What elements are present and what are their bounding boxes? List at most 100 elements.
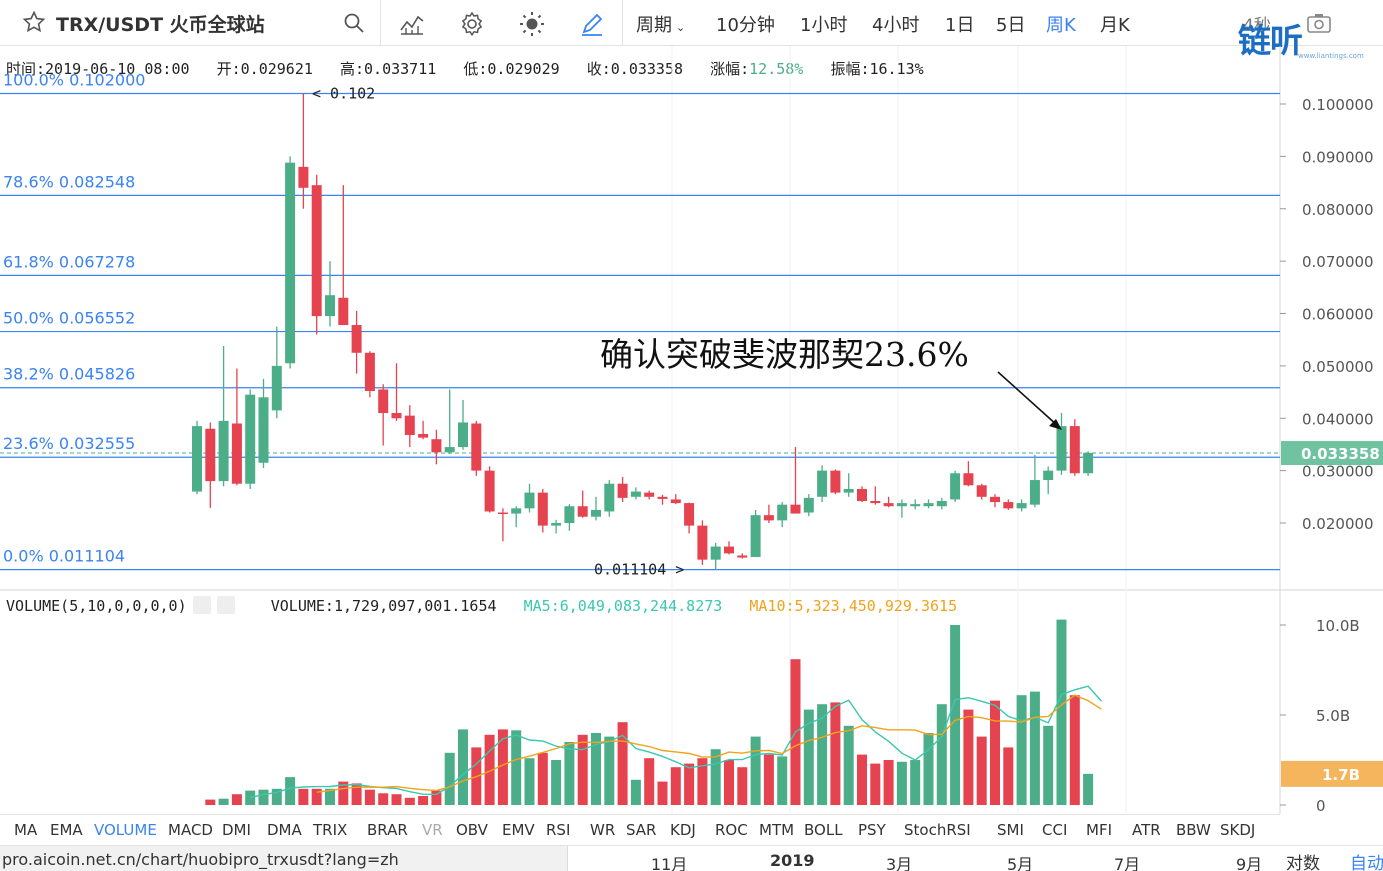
x-axis-label: 3月 xyxy=(886,855,913,871)
fib-level-label: 100.0% 0.102000 xyxy=(3,71,145,90)
candle-body xyxy=(1016,503,1027,509)
indicator-tab-mfi[interactable]: MFI xyxy=(1086,821,1112,839)
settings-icon[interactable] xyxy=(192,596,211,614)
volume-bar xyxy=(1029,691,1040,805)
indicator-tab-psy[interactable]: PSY xyxy=(858,821,886,839)
price-tick-label: 0.040000 xyxy=(1302,410,1374,428)
candle-body xyxy=(444,447,455,453)
volume-ma-lines xyxy=(250,685,1102,799)
indicator-tab-dmi[interactable]: DMI xyxy=(222,821,251,839)
indicator-tab-bbw[interactable]: BBW xyxy=(1176,821,1211,839)
price-tick-label: 0.090000 xyxy=(1302,148,1374,166)
info-close: 0.033358 xyxy=(610,60,684,78)
candle-body xyxy=(710,546,721,560)
indicator-tab-stochrsi[interactable]: StochRSI xyxy=(904,821,971,839)
info-open: 0.029621 xyxy=(240,60,313,78)
volume-bar xyxy=(777,756,788,805)
indicator-tab-atr[interactable]: ATR xyxy=(1132,821,1161,839)
period-weekly[interactable]: 周K xyxy=(1046,15,1076,36)
candle-body xyxy=(1069,426,1080,474)
volume-bar xyxy=(1069,695,1080,805)
search-icon[interactable] xyxy=(342,11,366,35)
indicator-tab-brar[interactable]: BRAR xyxy=(367,821,408,839)
indicator-tab-rsi[interactable]: RSI xyxy=(546,821,571,839)
candle-body xyxy=(936,501,947,507)
indicator-tab-cci[interactable]: CCI xyxy=(1042,821,1068,839)
indicator-tab-trix[interactable]: TRIX xyxy=(313,821,348,839)
indicator-tab-sar[interactable]: SAR xyxy=(626,821,657,839)
volume-bar xyxy=(258,789,269,805)
camera-icon[interactable] xyxy=(1305,9,1333,37)
annotation-arrow xyxy=(997,371,1059,427)
indicator-tab-vr[interactable]: VR xyxy=(422,821,443,839)
fibonacci-levels: 100.0% 0.102000 78.6% 0.082548 61.8% 0.067… xyxy=(0,71,1280,571)
candlestick-chart[interactable]: 100.0% 0.102000 78.6% 0.082548 61.8% 0.067… xyxy=(0,46,1383,814)
volume-bar xyxy=(231,794,242,805)
volume-bar xyxy=(497,729,508,805)
volume-bar xyxy=(404,797,415,805)
indicator-tab-macd[interactable]: MACD xyxy=(168,821,213,839)
symbol-title[interactable]: TRX/USDT 火币全球站 xyxy=(56,14,265,36)
info-low: 0.029029 xyxy=(487,60,560,78)
current-volume-box xyxy=(1281,760,1383,787)
candle-body xyxy=(205,428,216,482)
current-price-label: 0.033358 xyxy=(1301,445,1380,463)
toolbar-separator xyxy=(380,0,381,46)
indicator-tab-smi[interactable]: SMI xyxy=(997,821,1024,839)
indicator-tab-ema[interactable]: EMA xyxy=(50,821,83,839)
candle-body xyxy=(963,473,974,486)
candle-body xyxy=(351,325,362,353)
indicator-tab-dma[interactable]: DMA xyxy=(267,821,302,839)
candle-body xyxy=(950,473,961,500)
candle-body xyxy=(604,483,615,512)
indicator-tab-obv[interactable]: OBV xyxy=(456,821,488,839)
x-axis-label: 7月 xyxy=(1114,855,1141,871)
candle-body xyxy=(431,439,442,453)
candle-body xyxy=(245,394,256,484)
period-1h[interactable]: 1小时 xyxy=(800,15,848,36)
current-price-box xyxy=(1281,441,1383,466)
indicator-chart-icon[interactable] xyxy=(398,10,426,38)
volume-bar xyxy=(205,799,216,805)
candle-body xyxy=(617,483,628,498)
grid-lines xyxy=(0,46,1383,814)
candle-body xyxy=(737,555,748,558)
auto-scale-toggle[interactable]: 自动 xyxy=(1350,854,1383,871)
indicator-tab-roc[interactable]: ROC xyxy=(715,821,748,839)
volume-bar xyxy=(936,704,947,805)
indicator-tab-wr[interactable]: WR xyxy=(590,821,616,839)
volume-bar xyxy=(843,725,854,805)
candle-body xyxy=(497,512,508,515)
volume-bar xyxy=(1056,619,1067,805)
indicator-tab-kdj[interactable]: KDJ xyxy=(670,821,696,839)
breakout-annotation: 确认突破斐波那契23.6% xyxy=(600,335,969,374)
period-10m[interactable]: 10分钟 xyxy=(716,15,775,36)
volume-bar xyxy=(524,758,535,805)
close-icon[interactable] xyxy=(216,596,235,614)
period-monthly[interactable]: 月K xyxy=(1100,15,1130,36)
sun-theme-icon[interactable] xyxy=(518,10,546,38)
volume-bar xyxy=(444,752,455,805)
indicator-tab-boll[interactable]: BOLL xyxy=(804,821,843,839)
period-menu[interactable]: 周期 ⌄ xyxy=(636,15,686,36)
period-5d[interactable]: 5日 xyxy=(996,15,1026,36)
indicator-tab-skdj[interactable]: SKDJ xyxy=(1220,821,1256,839)
fib-level-label: 38.2% 0.045826 xyxy=(3,365,135,384)
candle-body xyxy=(896,503,907,507)
pencil-draw-icon[interactable] xyxy=(578,10,606,38)
indicator-tab-ma[interactable]: MA xyxy=(14,821,38,839)
volume-bar xyxy=(271,788,282,805)
period-4h[interactable]: 4小时 xyxy=(872,15,920,36)
toolbar-separator xyxy=(622,0,623,46)
indicator-tab-mtm[interactable]: MTM xyxy=(759,821,795,839)
candle-body xyxy=(1003,502,1014,509)
log-scale-toggle[interactable]: 对数 xyxy=(1286,854,1320,871)
candles xyxy=(192,93,1094,570)
indicator-tab-emv[interactable]: EMV xyxy=(502,821,535,839)
info-amplitude: 16.13% xyxy=(869,60,924,78)
period-1d[interactable]: 1日 xyxy=(945,15,975,36)
volume-bar xyxy=(963,709,974,805)
star-icon[interactable] xyxy=(22,10,46,34)
gear-icon[interactable] xyxy=(458,10,486,38)
indicator-tab-volume[interactable]: VOLUME xyxy=(94,821,157,839)
